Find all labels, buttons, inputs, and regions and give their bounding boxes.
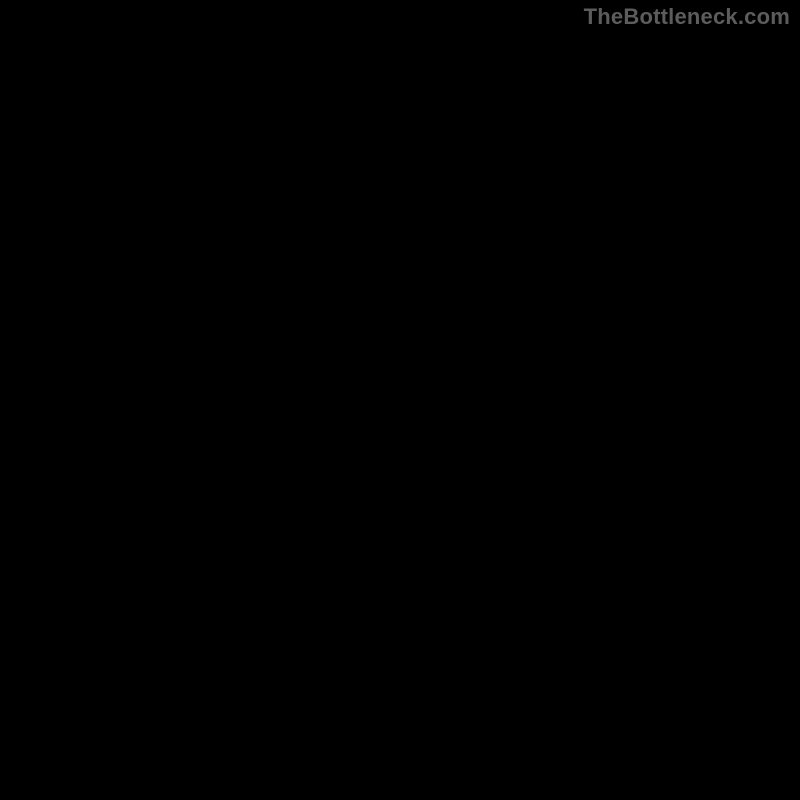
chart-canvas: TheBottleneck.com xyxy=(0,0,800,800)
outer-background xyxy=(0,0,800,800)
watermark-text: TheBottleneck.com xyxy=(584,4,790,30)
